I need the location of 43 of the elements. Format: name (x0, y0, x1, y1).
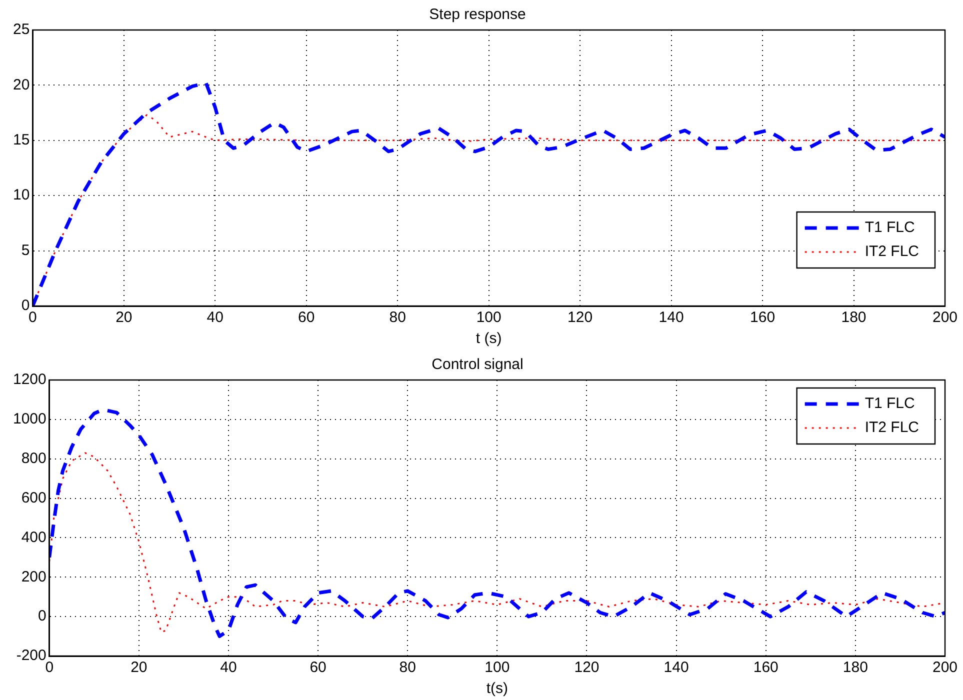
chart-title: Step response (429, 6, 526, 24)
x-axis-title: t(s) (486, 680, 508, 698)
y-tick-label: -200 (16, 647, 46, 664)
x-tick-label: 60 (298, 309, 315, 326)
x-tick-label: 120 (568, 309, 593, 326)
legend-label: IT2 FLC (864, 243, 920, 260)
x-tick-label: 180 (841, 309, 866, 326)
y-tick-label: 25 (12, 21, 30, 38)
x-tick-label: 80 (389, 309, 406, 326)
x-tick-label: 200 (932, 309, 958, 326)
x-tick-label: 160 (753, 659, 778, 676)
legend-label: T1 FLC (864, 219, 915, 236)
x-tick-label: 40 (220, 659, 237, 676)
x-tick-label: 140 (658, 309, 684, 326)
x-tick-label: 100 (476, 309, 502, 326)
line-series (49, 408, 945, 638)
x-tick-label: 40 (206, 309, 224, 326)
y-tick-label: 200 (21, 568, 46, 586)
x-tick-label: 100 (484, 659, 510, 676)
x-tick-label: 120 (574, 659, 600, 676)
x-tick-label: 60 (310, 659, 326, 676)
y-tick-label: 800 (21, 450, 46, 467)
y-tick-label: 1200 (12, 371, 46, 388)
x-tick-label: 180 (842, 659, 868, 676)
y-tick-label: 5 (21, 242, 30, 259)
chart-title: Control signal (432, 356, 524, 374)
x-axis-title: t (s) (476, 330, 502, 348)
legend-label: T1 FLC (864, 395, 915, 412)
y-tick-label: 0 (21, 297, 30, 314)
legend-label: IT2 FLC (864, 419, 920, 436)
x-tick-label: 200 (932, 659, 958, 676)
x-tick-label: 20 (130, 659, 148, 676)
y-tick-label: 1000 (12, 410, 46, 428)
x-tick-label: 80 (399, 659, 416, 676)
x-tick-label: 160 (750, 309, 776, 326)
y-tick-label: 15 (12, 132, 30, 149)
y-tick-label: 600 (21, 489, 46, 506)
y-tick-label: 400 (21, 528, 46, 546)
y-tick-label: 0 (38, 608, 46, 625)
x-tick-label: 20 (116, 309, 132, 326)
y-tick-label: 20 (12, 76, 30, 94)
x-tick-label: 140 (664, 659, 689, 676)
y-tick-label: 10 (12, 186, 30, 204)
